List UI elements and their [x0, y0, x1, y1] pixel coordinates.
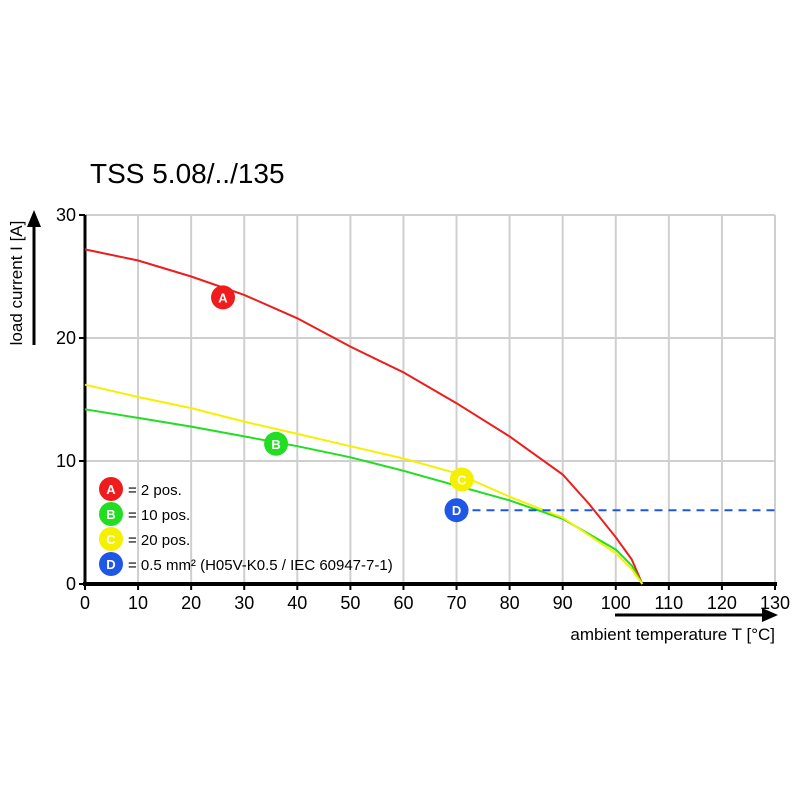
series-a-line: [84, 248, 644, 585]
series-d-marker-label: D: [452, 503, 461, 518]
legend-a-marker: [99, 477, 123, 501]
x-tick-label: 0: [80, 593, 90, 613]
legend-text: = 10 pos.: [128, 507, 190, 524]
x-tick-label: 10: [128, 593, 148, 613]
series-b-marker-label: B: [271, 437, 280, 452]
x-tick-label: 40: [287, 593, 307, 613]
legend-d-marker: [99, 552, 123, 576]
legend-text: = 2 pos.: [128, 482, 182, 499]
legend-a-marker-label: A: [106, 482, 116, 497]
legend-c-marker: [99, 527, 123, 551]
chart-title: TSS 5.08/../135: [90, 158, 285, 189]
x-tick-label: 90: [553, 593, 573, 613]
legend-c-marker-label: C: [106, 532, 116, 547]
y-tick-label: 30: [56, 205, 76, 225]
series-a-marker-label: A: [218, 290, 228, 305]
x-tick-label: 70: [447, 593, 467, 613]
x-tick-label: 100: [601, 593, 631, 613]
x-tick-label: 110: [654, 593, 683, 613]
x-tick-label: 130: [760, 593, 790, 613]
x-tick-label: 30: [234, 593, 254, 613]
x-tick-label: 60: [393, 593, 413, 613]
legend-d-marker-label: D: [106, 557, 115, 572]
series-c-line: [84, 383, 644, 585]
y-tick-label: 10: [56, 451, 76, 471]
series-a-marker: [211, 285, 235, 310]
y-tick-label: 0: [66, 574, 76, 594]
x-axis-arrow-head: [762, 608, 778, 622]
series-d-marker: [444, 498, 469, 523]
x-tick-label: 120: [707, 593, 737, 613]
x-tick-label: 80: [500, 593, 520, 613]
series-b-line: [84, 408, 644, 585]
series-c-marker-label: C: [457, 472, 467, 487]
x-axis-label: ambient temperature T [°C]: [570, 625, 775, 644]
x-tick-label: 20: [181, 593, 201, 613]
series-c-marker: [449, 467, 474, 492]
x-tick-label: 50: [340, 593, 360, 613]
y-axis-arrow-head: [27, 210, 41, 227]
legend-b-marker: [99, 502, 123, 526]
legend-text: = 20 pos.: [128, 532, 190, 549]
legend-b-marker-label: B: [106, 507, 115, 522]
y-axis-label: load current I [A]: [7, 221, 26, 346]
y-tick-label: 20: [56, 328, 76, 348]
series-b-marker: [264, 431, 289, 456]
legend-text: = 0.5 mm² (H05V-K0.5 / IEC 60947-7-1): [128, 557, 393, 574]
